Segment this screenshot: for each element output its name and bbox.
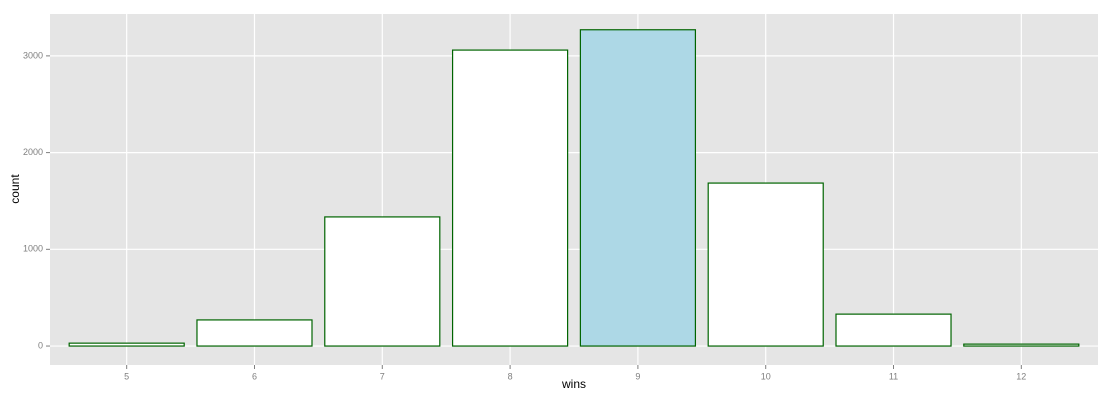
x-tick-label: 5 <box>124 371 129 381</box>
x-tick-label: 6 <box>252 371 257 381</box>
bar <box>963 343 1080 347</box>
y-tick-label: 1000 <box>23 244 43 254</box>
bar <box>324 216 441 347</box>
bar <box>68 342 185 347</box>
panel <box>50 14 1098 365</box>
x-tick-label: 7 <box>380 371 385 381</box>
bar <box>835 313 952 347</box>
x-tick-label: 12 <box>1016 371 1026 381</box>
bar <box>707 182 824 347</box>
y-axis-title: count <box>8 174 22 204</box>
bar <box>579 29 697 347</box>
y-tick-label: 0 <box>38 340 43 350</box>
x-tick-label: 11 <box>889 371 898 381</box>
y-tick-label: 2000 <box>23 147 43 157</box>
x-tick-label: 10 <box>761 371 771 381</box>
y-tick-label: 3000 <box>23 50 43 60</box>
x-axis-title: wins <box>561 377 586 391</box>
bar <box>196 319 313 347</box>
x-tick-label: 9 <box>635 371 640 381</box>
bar <box>451 49 569 347</box>
x-tick-label: 8 <box>508 371 513 381</box>
